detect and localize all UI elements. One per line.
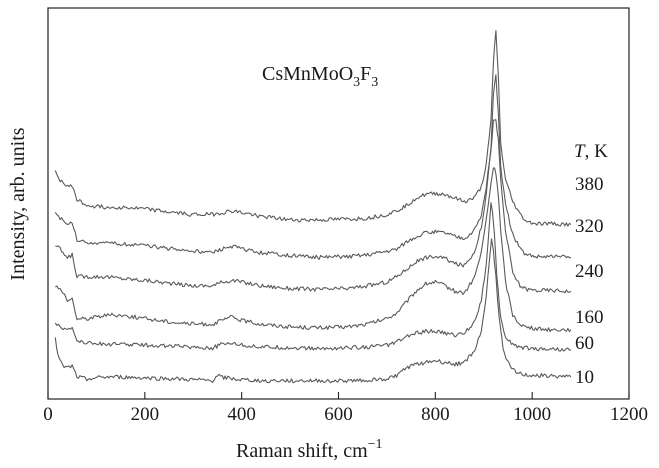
x-axis-tick-labels: 0 200 400 600 800 1000 1200 [43,404,648,425]
y-axis-title: Intensity, arb. units [7,127,29,280]
series-label-160K: 160 [575,307,604,328]
legend-title-italic: T [574,141,586,162]
series-line-240K [55,119,572,294]
x-tick-label-200: 200 [131,404,160,425]
x-tick-label-600: 600 [324,404,353,425]
series-lines [54,30,572,384]
series-label-320K: 320 [575,216,604,237]
chart-title-subscript-1: 3 [353,75,360,90]
series-line-380K [54,30,572,227]
series-label-240K: 240 [575,261,604,282]
series-label-60K: 60 [575,333,594,354]
legend-title: T, K [574,141,608,162]
series-line-60K [54,202,572,352]
x-tick-label-1200: 1200 [610,404,648,425]
series-label-380K: 380 [575,174,604,195]
chart-title-subscript-2: 3 [371,75,378,90]
x-tick-label-400: 400 [227,404,256,425]
x-axis-title-text: Raman shift, cm [236,440,368,462]
series-line-160K [55,167,572,333]
x-tick-label-1000: 1000 [513,404,551,425]
x-tick-label-800: 800 [421,404,450,425]
x-axis-title: Raman shift, cm−1 [236,437,383,462]
series-line-10K [54,238,572,384]
legend-title-rest: , K [585,141,609,162]
series-label-10K: 10 [575,367,594,388]
chart-title-main: CsMnMoO [262,63,353,85]
series-line-320K [54,74,572,260]
chart-title-mid: F [360,63,371,85]
x-axis-title-superscript: −1 [368,437,383,452]
x-axis-ticks [47,392,630,399]
x-tick-label-0: 0 [43,404,53,425]
chart-title: CsMnMoO3F3 [262,63,378,90]
series-labels: 380 320 240 160 60 10 [575,174,604,388]
